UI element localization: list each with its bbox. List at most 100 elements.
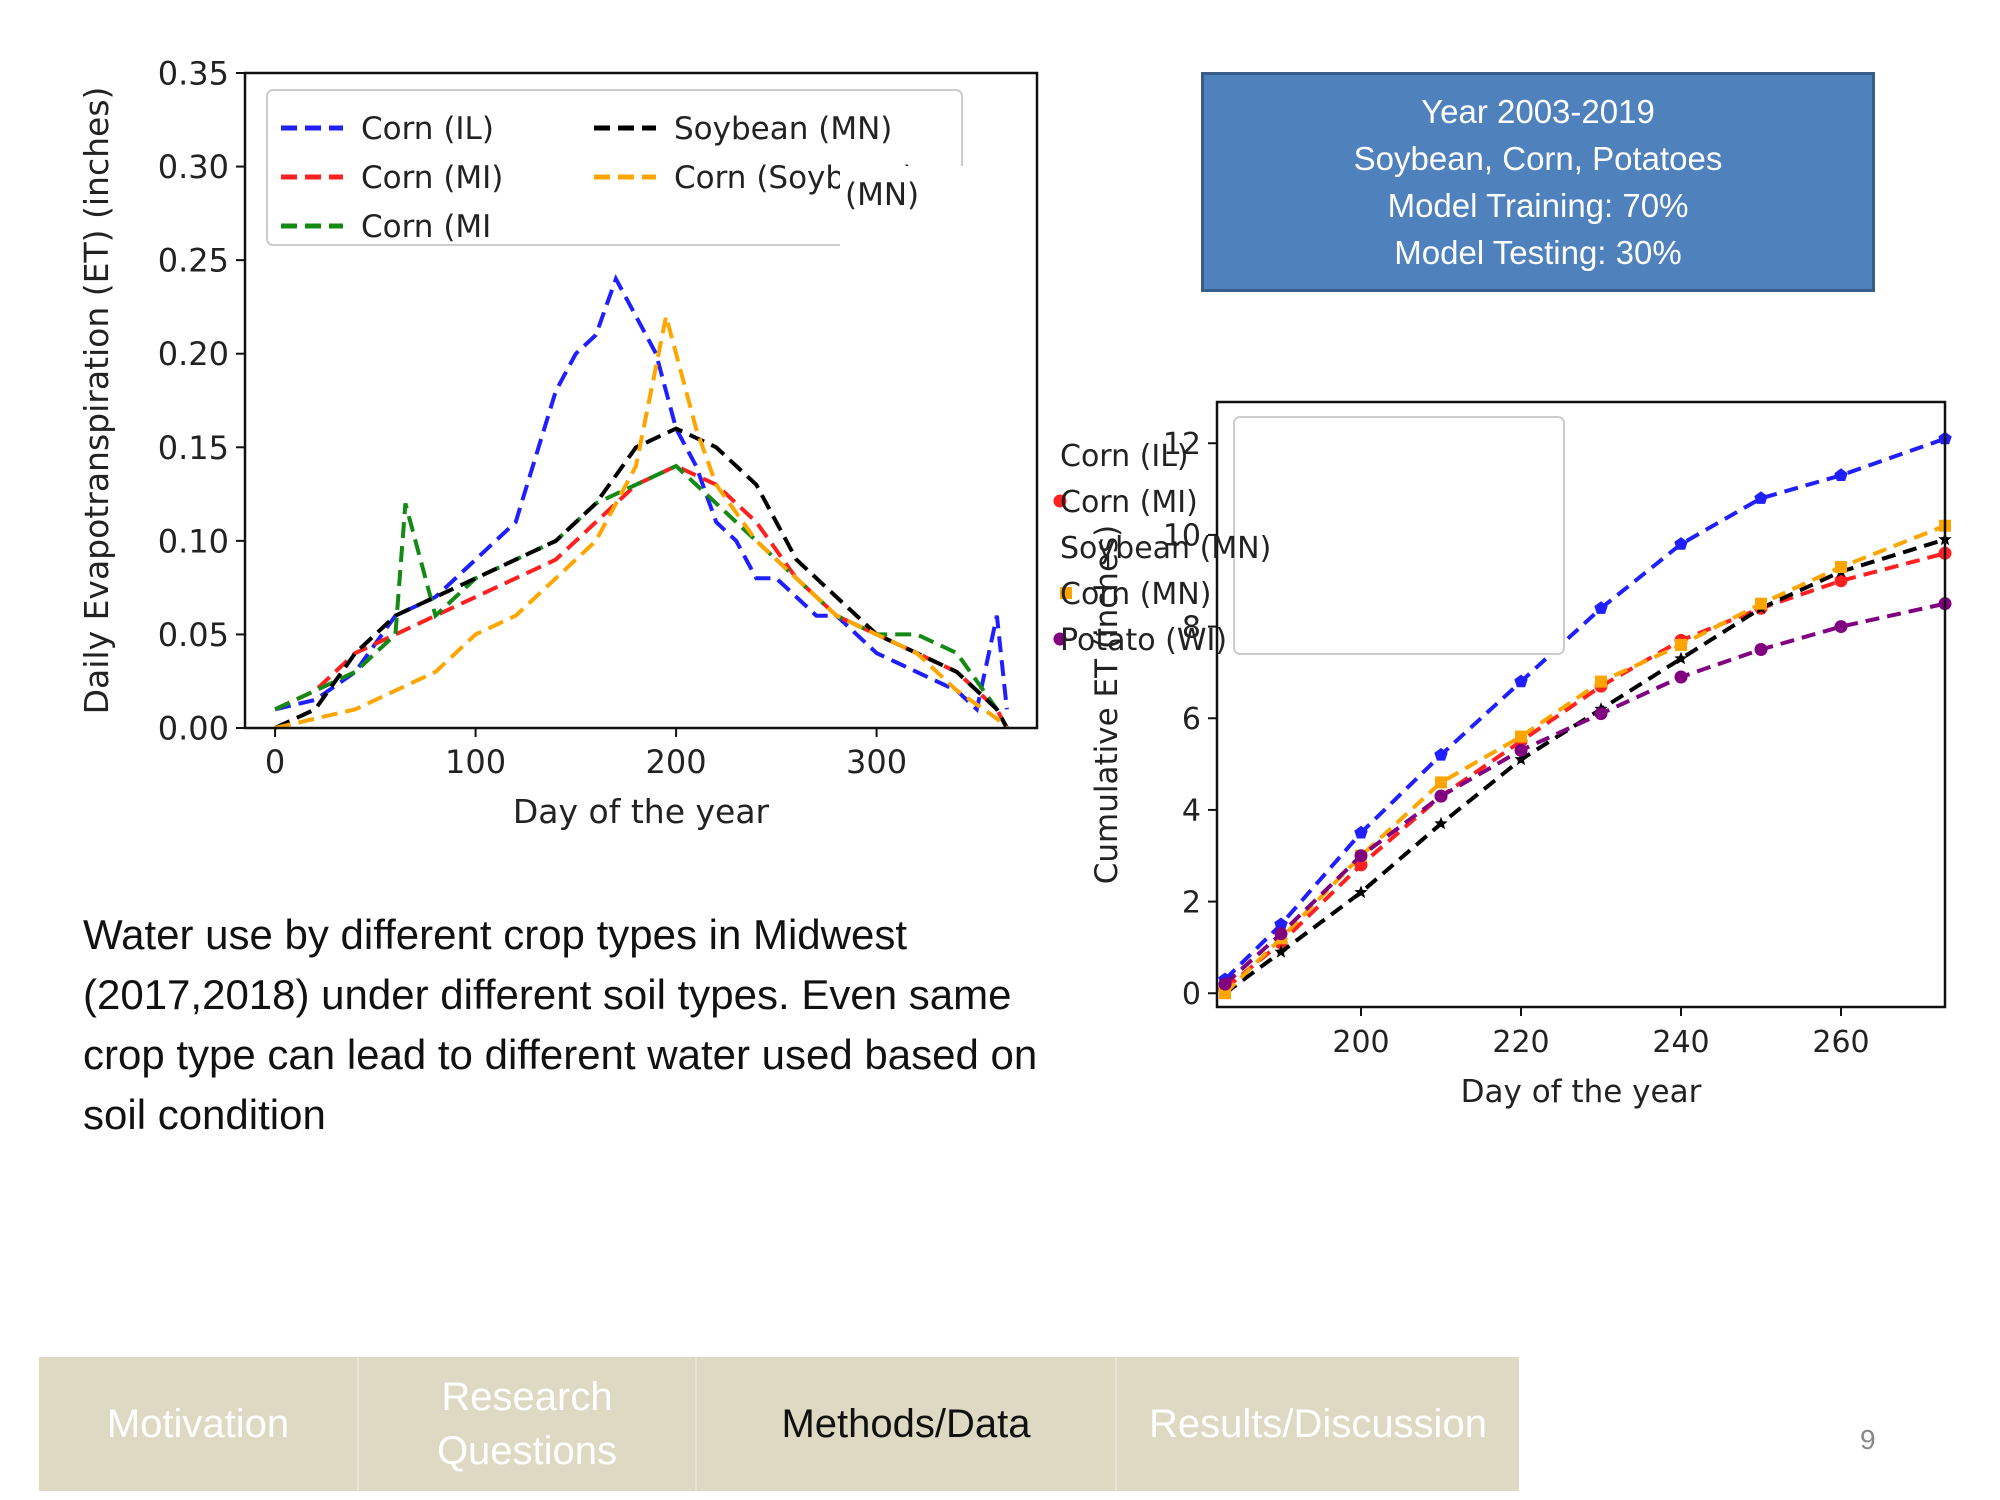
daily-et-y-axis-label: Daily Evapotranspiration (ET) (inches) [77, 87, 116, 715]
daily-et-x-tick-label: 300 [846, 743, 907, 781]
nav-motivation[interactable]: Motivation [39, 1357, 359, 1491]
info-line-years: Year 2003-2019 [1421, 93, 1655, 130]
daily-et-legend-label-corn-mi: Corn (MI) [361, 160, 503, 196]
cumulative-et-point-potato-wi [1434, 789, 1448, 803]
daily-et-x-tick-label: 0 [265, 743, 285, 781]
cumulative-et-legend-box [1233, 416, 1565, 655]
cumulative-et-point-soybean-mn [1274, 945, 1288, 958]
cumulative-et-series-potato-wi [1223, 601, 1946, 986]
daily-et-legend-label-corn-mi: Corn (MI [361, 209, 491, 245]
cumulative-et-plot-frame [1215, 400, 1947, 1009]
cumulative-et-point-corn-mn [1835, 561, 1847, 573]
cumulative-et-point-corn-il [1274, 917, 1288, 931]
cumulative-et-point-corn-mn [1435, 776, 1447, 789]
cumulative-et-legend-label-corn-mn: Corn (MN) [1060, 577, 1211, 612]
cumulative-et-point-corn-mn [1219, 987, 1231, 1000]
daily-et-series-corn-il [274, 273, 1009, 714]
daily-et-y-tick-label: 0.35 [158, 55, 229, 93]
cumulative-et-chart: 200 220 240 260 0 2 4 6 8 10 12 Day of the year Cumu… [1053, 400, 1952, 1110]
daily-et-y-tick-label: 0.05 [158, 616, 229, 654]
cumulative-et-y-tick-label: 8 [1182, 610, 1201, 645]
cumulative-et-legend-label-potato-wi: Potato (WI) [1060, 623, 1227, 658]
daily-et-y-tick-label: 0.20 [158, 335, 229, 373]
cumulative-et-point-potato-wi [1834, 620, 1848, 634]
daily-et-y-tick-label: 0.15 [158, 429, 229, 467]
cumulative-et-y-tick-label: 12 [1163, 427, 1201, 462]
cumulative-et-legend-label-soybean-mn: Soybean (MN) [1060, 531, 1271, 566]
cumulative-et-point-potato-wi [1354, 849, 1368, 863]
cumulative-et-y-tick-label: 6 [1182, 702, 1201, 737]
cumulative-et-point-soybean-mn [1354, 885, 1368, 899]
daily-et-y-tick-label: 0.10 [158, 522, 229, 560]
daily-et-series-corn-mi [274, 463, 1009, 729]
nav-results-discussion[interactable]: Results/Discussion [1149, 1402, 1487, 1446]
info-line-crops: Soybean, Corn, Potatoes [1353, 140, 1723, 177]
cumulative-et-point-corn-mi [1834, 574, 1848, 588]
cumulative-et-legend: Corn (IL) Corn (MI) Soybean (MN) Corn (MN) P… [1053, 416, 1565, 658]
cumulative-et-series-soybean-mn [1223, 537, 1946, 995]
cumulative-et-point-soybean-mn [1434, 816, 1448, 830]
cumulative-et-x-axis-label: Day of the year [1461, 1074, 1702, 1110]
cumulative-et-point-corn-mn [1595, 675, 1607, 688]
cumulative-et-legend-label-corn-mi: Corn (MI) [1060, 485, 1198, 520]
daily-et-legend-overlay-text: (MN) [845, 177, 919, 213]
cumulative-et-point-potato-wi [1218, 977, 1232, 991]
cumulative-et-point-soybean-mn [1674, 651, 1688, 665]
cumulative-et-x-tick-label: 240 [1652, 1025, 1709, 1060]
daily-et-legend-overlay-box [840, 166, 972, 246]
daily-et-series-soybean-mn [274, 426, 1009, 730]
cumulative-et-point-potato-wi [1754, 643, 1768, 656]
daily-et-legend-label-soybean-mn: Soybean (MN) [674, 111, 892, 147]
cumulative-et-legend-label-corn-il: Corn (IL) [1060, 439, 1189, 474]
cumulative-et-series-corn-mn [1223, 523, 1946, 995]
cumulative-et-point-potato-wi [1514, 743, 1528, 757]
info-line-testing: Model Testing: 30% [1394, 234, 1682, 271]
daily-et-x-axis-label: Day of the year [513, 792, 770, 831]
cumulative-et-legend-marker-potato-wi [1053, 632, 1067, 646]
cumulative-et-y-tick-label: 10 [1163, 519, 1201, 554]
cumulative-et-x-tick-label: 220 [1492, 1025, 1549, 1060]
info-box: Year 2003-2019 Soybean, Corn, Potatoes M… [1201, 72, 1875, 292]
daily-et-series-group [274, 273, 1009, 730]
daily-et-x-tick-label: 100 [445, 743, 506, 781]
cumulative-et-point-potato-wi [1594, 707, 1608, 721]
cumulative-et-point-potato-wi [1274, 927, 1288, 941]
daily-et-series-corn-mi [274, 463, 1009, 729]
page-number: 9 [1860, 1424, 1876, 1455]
cumulative-et-point-corn-il [1594, 601, 1608, 614]
daily-et-series-corn-soybean [274, 315, 1009, 730]
cumulative-et-point-potato-wi [1674, 670, 1688, 684]
caption-text: Water use by different crop types in Mid… [83, 911, 1038, 1138]
cumulative-et-legend-marker-corn-mi [1053, 494, 1067, 508]
nav-research-questions[interactable]: Research Questions [359, 1357, 697, 1491]
daily-et-x-tick-label: 200 [646, 743, 707, 781]
nav-methods-data[interactable]: Methods/Data [697, 1357, 1117, 1491]
cumulative-et-point-corn-il [1354, 825, 1368, 839]
cumulative-et-point-corn-il [1674, 537, 1688, 550]
cumulative-et-point-corn-mn [1675, 638, 1687, 651]
cumulative-et-point-corn-il [1834, 468, 1848, 481]
cumulative-et-y-tick-label: 4 [1182, 794, 1201, 829]
section-nav: Motivation Research Questions Methods/Da… [39, 1357, 1519, 1491]
cumulative-et-series-corn-mi [1223, 551, 1946, 991]
daily-et-y-tick-label: 0.30 [158, 148, 229, 186]
cumulative-et-point-corn-mn [1515, 730, 1527, 743]
daily-et-chart: 0 100 200 300 0.00 0.05 0.10 0.15 0.20 0.25 0.30 0.… [77, 55, 1039, 831]
info-line-training: Model Training: 70% [1387, 187, 1689, 224]
daily-et-y-tick-label: 0.00 [158, 710, 229, 748]
cumulative-et-y-axis-label: Cumulative ET (inches) [1089, 525, 1125, 885]
cumulative-et-y-tick-label: 0 [1182, 977, 1201, 1012]
cumulative-et-y-tick-label: 2 [1182, 885, 1201, 920]
cumulative-et-point-corn-il [1514, 674, 1528, 688]
daily-et-plot-frame [243, 71, 1039, 730]
cumulative-et-legend-marker-corn-mn [1060, 587, 1072, 599]
cumulative-et-x-tick-label: 260 [1812, 1025, 1869, 1060]
cumulative-et-point-corn-mn [1755, 597, 1767, 610]
cumulative-et-point-corn-il [1754, 491, 1768, 504]
daily-et-legend-label-corn-il: Corn (IL) [361, 111, 494, 147]
cumulative-et-point-soybean-mn [1514, 752, 1528, 766]
daily-et-y-tick-label: 0.25 [158, 242, 229, 280]
cumulative-et-x-tick-label: 200 [1332, 1025, 1389, 1060]
cumulative-et-point-corn-il [1434, 747, 1448, 761]
